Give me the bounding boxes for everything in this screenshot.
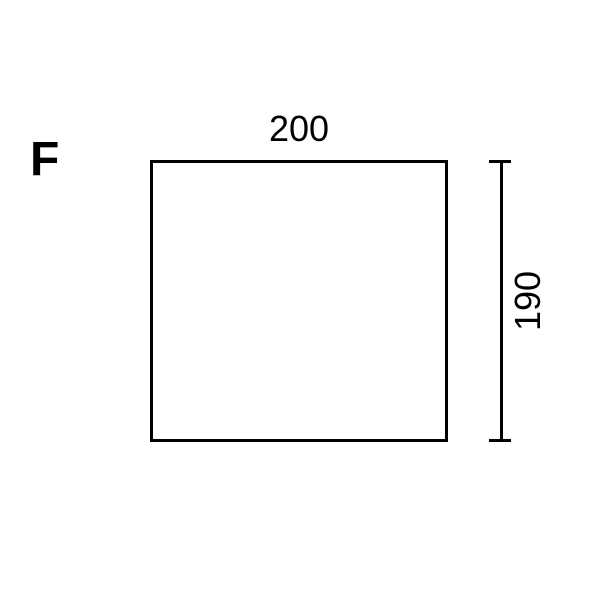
dimension-diagram: F 200 190 <box>0 0 600 600</box>
height-dimension-tick-top <box>489 160 511 163</box>
height-dimension-label: 190 <box>510 201 546 401</box>
height-dimension-line <box>500 160 503 442</box>
height-dimension-tick-bottom <box>489 439 511 442</box>
rectangle <box>150 160 448 442</box>
part-letter: F <box>30 132 59 187</box>
width-dimension-label: 200 <box>150 108 448 150</box>
